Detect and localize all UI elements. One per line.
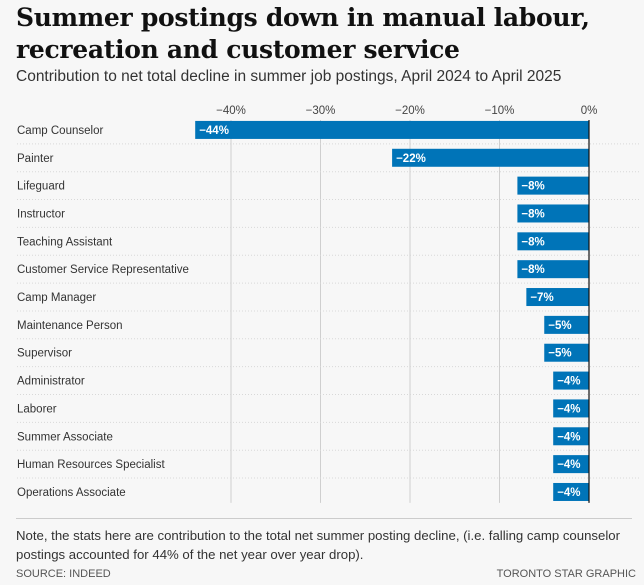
data-label: −44% [199, 125, 229, 137]
bar [553, 427, 589, 446]
data-label: −4% [557, 487, 580, 499]
data-label: −5% [548, 348, 571, 360]
category-label: Customer Service Representative [17, 264, 189, 276]
credit-label: TORONTO STAR GRAPHIC [496, 568, 636, 580]
category-label: Laborer [17, 403, 57, 415]
bar [553, 482, 589, 501]
data-label: −8% [521, 236, 544, 248]
bar [517, 232, 589, 251]
data-label: −8% [521, 264, 544, 276]
data-label: −4% [557, 376, 580, 388]
category-label: Human Resources Specialist [17, 459, 165, 471]
bar [517, 176, 589, 195]
bar [517, 260, 589, 279]
category-label: Maintenance Person [17, 320, 122, 332]
chart-subtitle: Contribution to net total decline in sum… [16, 68, 562, 85]
category-label: Painter [17, 153, 54, 165]
data-label: −7% [530, 292, 553, 304]
bar [553, 371, 589, 390]
data-label: −4% [557, 403, 580, 415]
category-label: Lifeguard [17, 181, 65, 193]
bar-chart: −40% −30% −20% −10% 0% Camp Counselor −44% Pain… [17, 105, 640, 503]
category-label: Summer Associate [17, 431, 113, 443]
category-label: Camp Manager [17, 292, 96, 304]
bar [553, 399, 589, 418]
bar [526, 288, 589, 307]
x-tick-label: −40% [216, 105, 246, 117]
chart-note: Note, the stats here are contribution to… [16, 528, 621, 562]
bar [553, 455, 589, 474]
x-tick-label: −20% [395, 105, 425, 117]
category-label: Teaching Assistant [17, 236, 113, 248]
bar [544, 315, 589, 334]
data-label: −22% [396, 153, 426, 165]
category-label: Administrator [17, 376, 85, 388]
data-label: −8% [521, 181, 544, 193]
category-label: Supervisor [17, 348, 72, 360]
x-tick-label: −30% [306, 105, 336, 117]
source-label: SOURCE: INDEED [16, 568, 111, 580]
data-label: −4% [557, 431, 580, 443]
x-tick-label: 0% [581, 105, 598, 117]
bar [392, 148, 589, 167]
x-tick-label: −10% [485, 105, 515, 117]
data-label: −5% [548, 320, 571, 332]
bar [517, 204, 589, 223]
data-label: −8% [521, 208, 544, 220]
divider [16, 518, 632, 519]
chart-title: Summer postings down in manual labour, r… [16, 3, 590, 64]
category-label: Instructor [17, 208, 65, 220]
category-label: Operations Associate [17, 487, 126, 499]
category-label: Camp Counselor [17, 125, 103, 137]
bar [195, 120, 589, 139]
bar [544, 343, 589, 362]
data-label: −4% [557, 459, 580, 471]
